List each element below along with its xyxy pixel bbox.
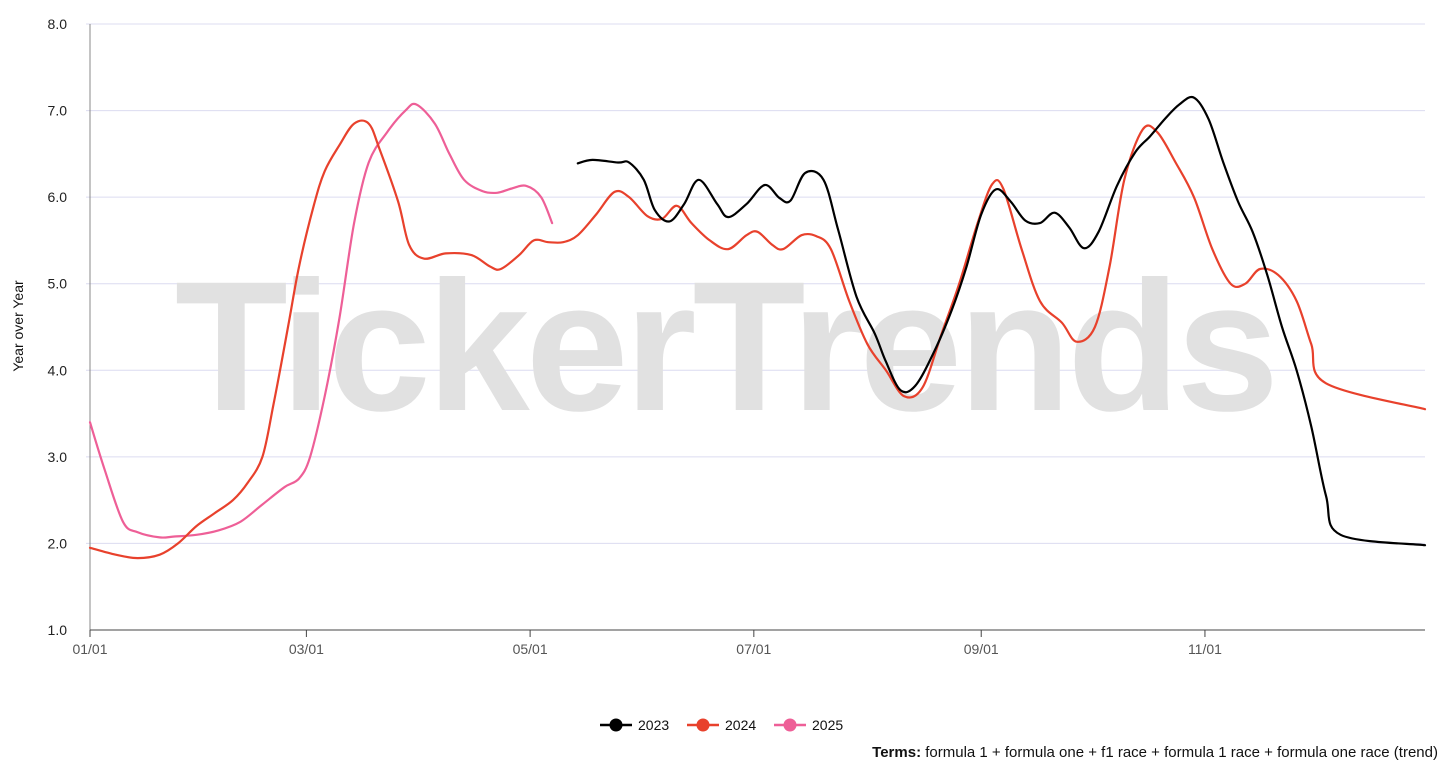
legend-label: 2025: [812, 717, 843, 733]
terms-caption: Terms: formula 1 + formula one + f1 race…: [872, 744, 1438, 761]
y-axis-title: Year over Year: [10, 280, 26, 372]
legend-item-2023[interactable]: 2023: [600, 717, 669, 733]
legend-swatch-dot: [609, 718, 623, 732]
legend: 2023 2024 2025: [600, 717, 843, 733]
y-tick-label: 2.0: [48, 535, 68, 551]
terms-label: Terms:: [872, 744, 922, 761]
x-tick-label: 11/01: [1188, 641, 1222, 657]
legend-swatch-dot: [696, 718, 710, 732]
y-tick-label: 6.0: [48, 189, 68, 205]
legend-item-2024[interactable]: 2024: [687, 717, 756, 733]
y-tick-label: 8.0: [48, 16, 68, 32]
y-tick-label: 5.0: [48, 276, 68, 292]
y-tick-label: 1.0: [48, 622, 68, 638]
x-tick-label: 01/01: [72, 641, 107, 657]
series-line-2025: [88, 102, 554, 539]
series-line-2024: [88, 119, 1427, 560]
axes: 1.0 2.0 3.0 4.0 5.0 6.0 7.0 8.0 01/01 03/01 05/01 0…: [48, 16, 1425, 657]
y-tick-label: 3.0: [48, 449, 68, 465]
watermark-text: TickerTrends: [175, 244, 1275, 450]
legend-swatch-dot: [783, 718, 797, 732]
x-tick-label: 09/01: [964, 641, 999, 657]
legend-label: 2024: [725, 717, 756, 733]
series-lines: [88, 95, 1427, 560]
series-line-2023: [576, 95, 1427, 547]
y-tick-label: 7.0: [48, 103, 68, 119]
legend-item-2025[interactable]: 2025: [774, 717, 843, 733]
x-tick-label: 05/01: [513, 641, 548, 657]
x-tick-label: 03/01: [289, 641, 324, 657]
y-tick-label: 4.0: [48, 362, 68, 378]
x-tick-label: 07/01: [736, 641, 771, 657]
legend-label: 2023: [638, 717, 669, 733]
terms-text: formula 1 + formula one + f1 race + form…: [925, 744, 1438, 761]
